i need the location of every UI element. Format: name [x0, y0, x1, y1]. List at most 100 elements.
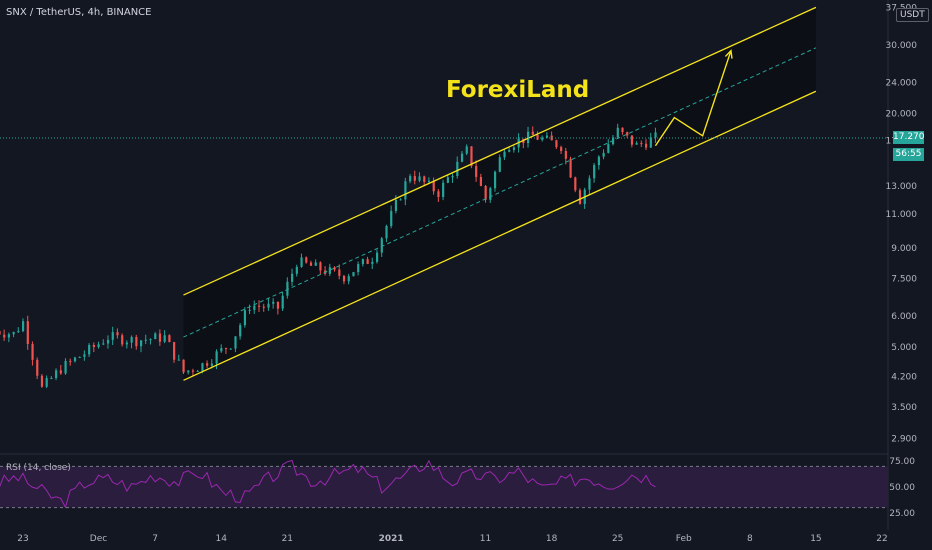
candle-body: [50, 378, 53, 380]
candle-body: [201, 363, 204, 371]
candle-body: [597, 156, 601, 166]
candle-body: [409, 176, 412, 182]
price-axis-label: 24.000: [886, 79, 918, 89]
projection-path[interactable]: [654, 50, 732, 147]
candle-body: [116, 332, 119, 336]
candle-body: [248, 309, 251, 311]
candle-body: [456, 161, 459, 176]
price-axis-label: 6.000: [891, 312, 917, 322]
symbol-title[interactable]: SNX / TetherUS, 4h, BINANCE: [6, 7, 152, 18]
candle-body: [465, 146, 468, 154]
candle-body: [564, 151, 567, 159]
rsi-title[interactable]: RSI (14, close): [6, 463, 71, 473]
candle-body: [106, 339, 110, 344]
candle-body: [616, 127, 619, 138]
candle-body: [88, 345, 91, 355]
candle-body: [253, 305, 256, 310]
candle-body: [300, 257, 303, 267]
candle-body: [423, 176, 426, 182]
price-axis-label: 3.500: [891, 403, 917, 413]
candle-body: [272, 301, 275, 304]
candle-body: [593, 165, 596, 179]
time-axis-label: 22: [876, 534, 887, 544]
candle-body: [512, 147, 516, 151]
candle-body: [361, 259, 365, 265]
rsi-line: [0, 459, 656, 509]
candle-body: [380, 238, 383, 253]
candle-body: [578, 190, 582, 205]
candle-body: [437, 191, 440, 198]
candle-body: [432, 180, 435, 192]
channel-lower-line[interactable]: [183, 90, 817, 381]
candle-body: [262, 306, 265, 308]
candle-body: [371, 261, 374, 264]
projection-arrowhead: [724, 49, 733, 59]
time-axis-label: Feb: [676, 534, 692, 544]
drawings: [0, 6, 888, 381]
candle-body: [22, 321, 25, 332]
candle-body: [602, 152, 605, 157]
candle-body: [536, 134, 539, 140]
candle-body: [144, 339, 147, 341]
candle-body: [3, 334, 6, 338]
candle-body: [621, 127, 624, 133]
candle-body: [78, 356, 81, 358]
channel-upper-line[interactable]: [183, 6, 817, 296]
time-axis-label: 23: [17, 534, 28, 544]
last-price-tag: 17.270: [893, 131, 925, 144]
time-axis-label: 21: [282, 534, 293, 544]
candle-body: [196, 370, 199, 372]
candle-body: [390, 210, 393, 227]
candle-body: [173, 342, 176, 360]
candle-body: [508, 150, 511, 152]
candle-body: [135, 336, 138, 347]
candle-body: [191, 370, 195, 372]
candle-body: [545, 135, 549, 138]
candle-body: [111, 332, 114, 340]
rsi-band: [0, 466, 888, 508]
candle-body: [267, 303, 270, 308]
candle-body: [257, 305, 261, 307]
candles: [0, 123, 657, 389]
candle-body: [484, 185, 487, 200]
candle-body: [640, 143, 643, 145]
candle-body: [342, 275, 346, 282]
candle-body: [527, 131, 530, 144]
candle-body: [210, 363, 213, 366]
candle-body: [569, 158, 572, 178]
candle-body: [187, 370, 190, 373]
time-axis-label: Dec: [90, 534, 107, 544]
countdown-tag: 56:55: [893, 148, 924, 161]
price-axis-label: 9.000: [891, 244, 917, 254]
candle-body: [451, 175, 454, 178]
candle-body: [375, 252, 379, 262]
candle-body: [446, 177, 449, 183]
channel-shade: [183, 7, 816, 381]
candle-body: [163, 335, 166, 342]
candle-body: [635, 143, 638, 145]
channel-midline[interactable]: [183, 47, 817, 338]
candle-body: [234, 336, 237, 349]
candle-body: [574, 177, 577, 191]
candle-body: [366, 259, 369, 264]
candle-body: [158, 333, 162, 342]
rsi-axis-label: 25.00: [889, 509, 915, 519]
candle-body: [281, 295, 284, 309]
candle-body: [607, 144, 610, 153]
candle-body: [413, 176, 416, 181]
candle-body: [418, 176, 421, 181]
candle-body: [427, 180, 431, 182]
candle-body: [182, 359, 185, 373]
candle-body: [102, 343, 105, 345]
candle-body: [121, 335, 124, 345]
watermark-text: ForexiLand: [446, 77, 590, 103]
candle-body: [149, 339, 152, 341]
price-axis-label: 13.000: [886, 182, 918, 192]
candle-body: [73, 357, 77, 362]
candle-body: [243, 310, 247, 326]
candle-body: [479, 176, 483, 186]
candle-body: [7, 334, 11, 338]
candle-body: [460, 153, 464, 162]
currency-badge[interactable]: USDT: [896, 8, 929, 22]
